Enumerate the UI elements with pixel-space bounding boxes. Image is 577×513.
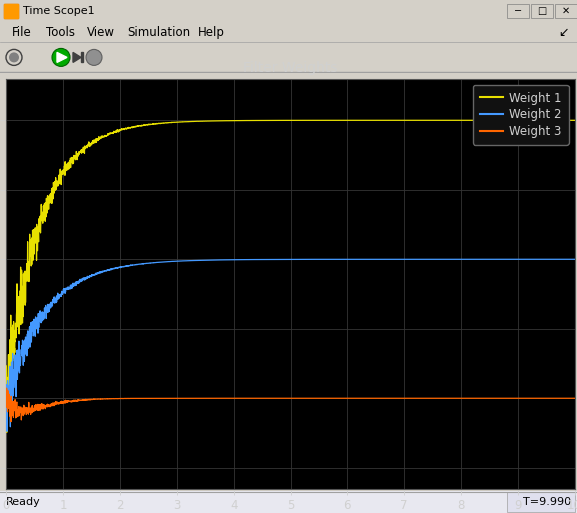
Bar	[507, 492, 575, 512]
Title: Filter Weights: Filter Weights	[243, 61, 338, 75]
Polygon shape	[57, 52, 67, 63]
Text: View: View	[87, 26, 115, 39]
Text: Time Scope1: Time Scope1	[23, 6, 95, 16]
Circle shape	[9, 52, 19, 63]
Bar	[4, 4, 18, 18]
Text: Simulation: Simulation	[127, 26, 190, 39]
Legend: Weight 1, Weight 2, Weight 3: Weight 1, Weight 2, Weight 3	[473, 85, 569, 145]
Circle shape	[86, 49, 102, 65]
Text: Help: Help	[198, 26, 225, 39]
Bar	[81, 52, 83, 63]
Text: □: □	[537, 6, 546, 16]
Circle shape	[52, 48, 70, 66]
FancyBboxPatch shape	[555, 4, 577, 18]
Text: ✕: ✕	[562, 6, 570, 16]
Text: Tools: Tools	[46, 26, 75, 39]
FancyBboxPatch shape	[531, 4, 553, 18]
Polygon shape	[4, 4, 18, 18]
Polygon shape	[73, 52, 81, 63]
Text: T=9.990: T=9.990	[523, 497, 571, 507]
Text: File: File	[12, 26, 32, 39]
FancyBboxPatch shape	[507, 4, 529, 18]
Text: −: −	[514, 6, 522, 16]
Text: Ready: Ready	[6, 497, 41, 507]
Text: ↙: ↙	[559, 26, 569, 39]
